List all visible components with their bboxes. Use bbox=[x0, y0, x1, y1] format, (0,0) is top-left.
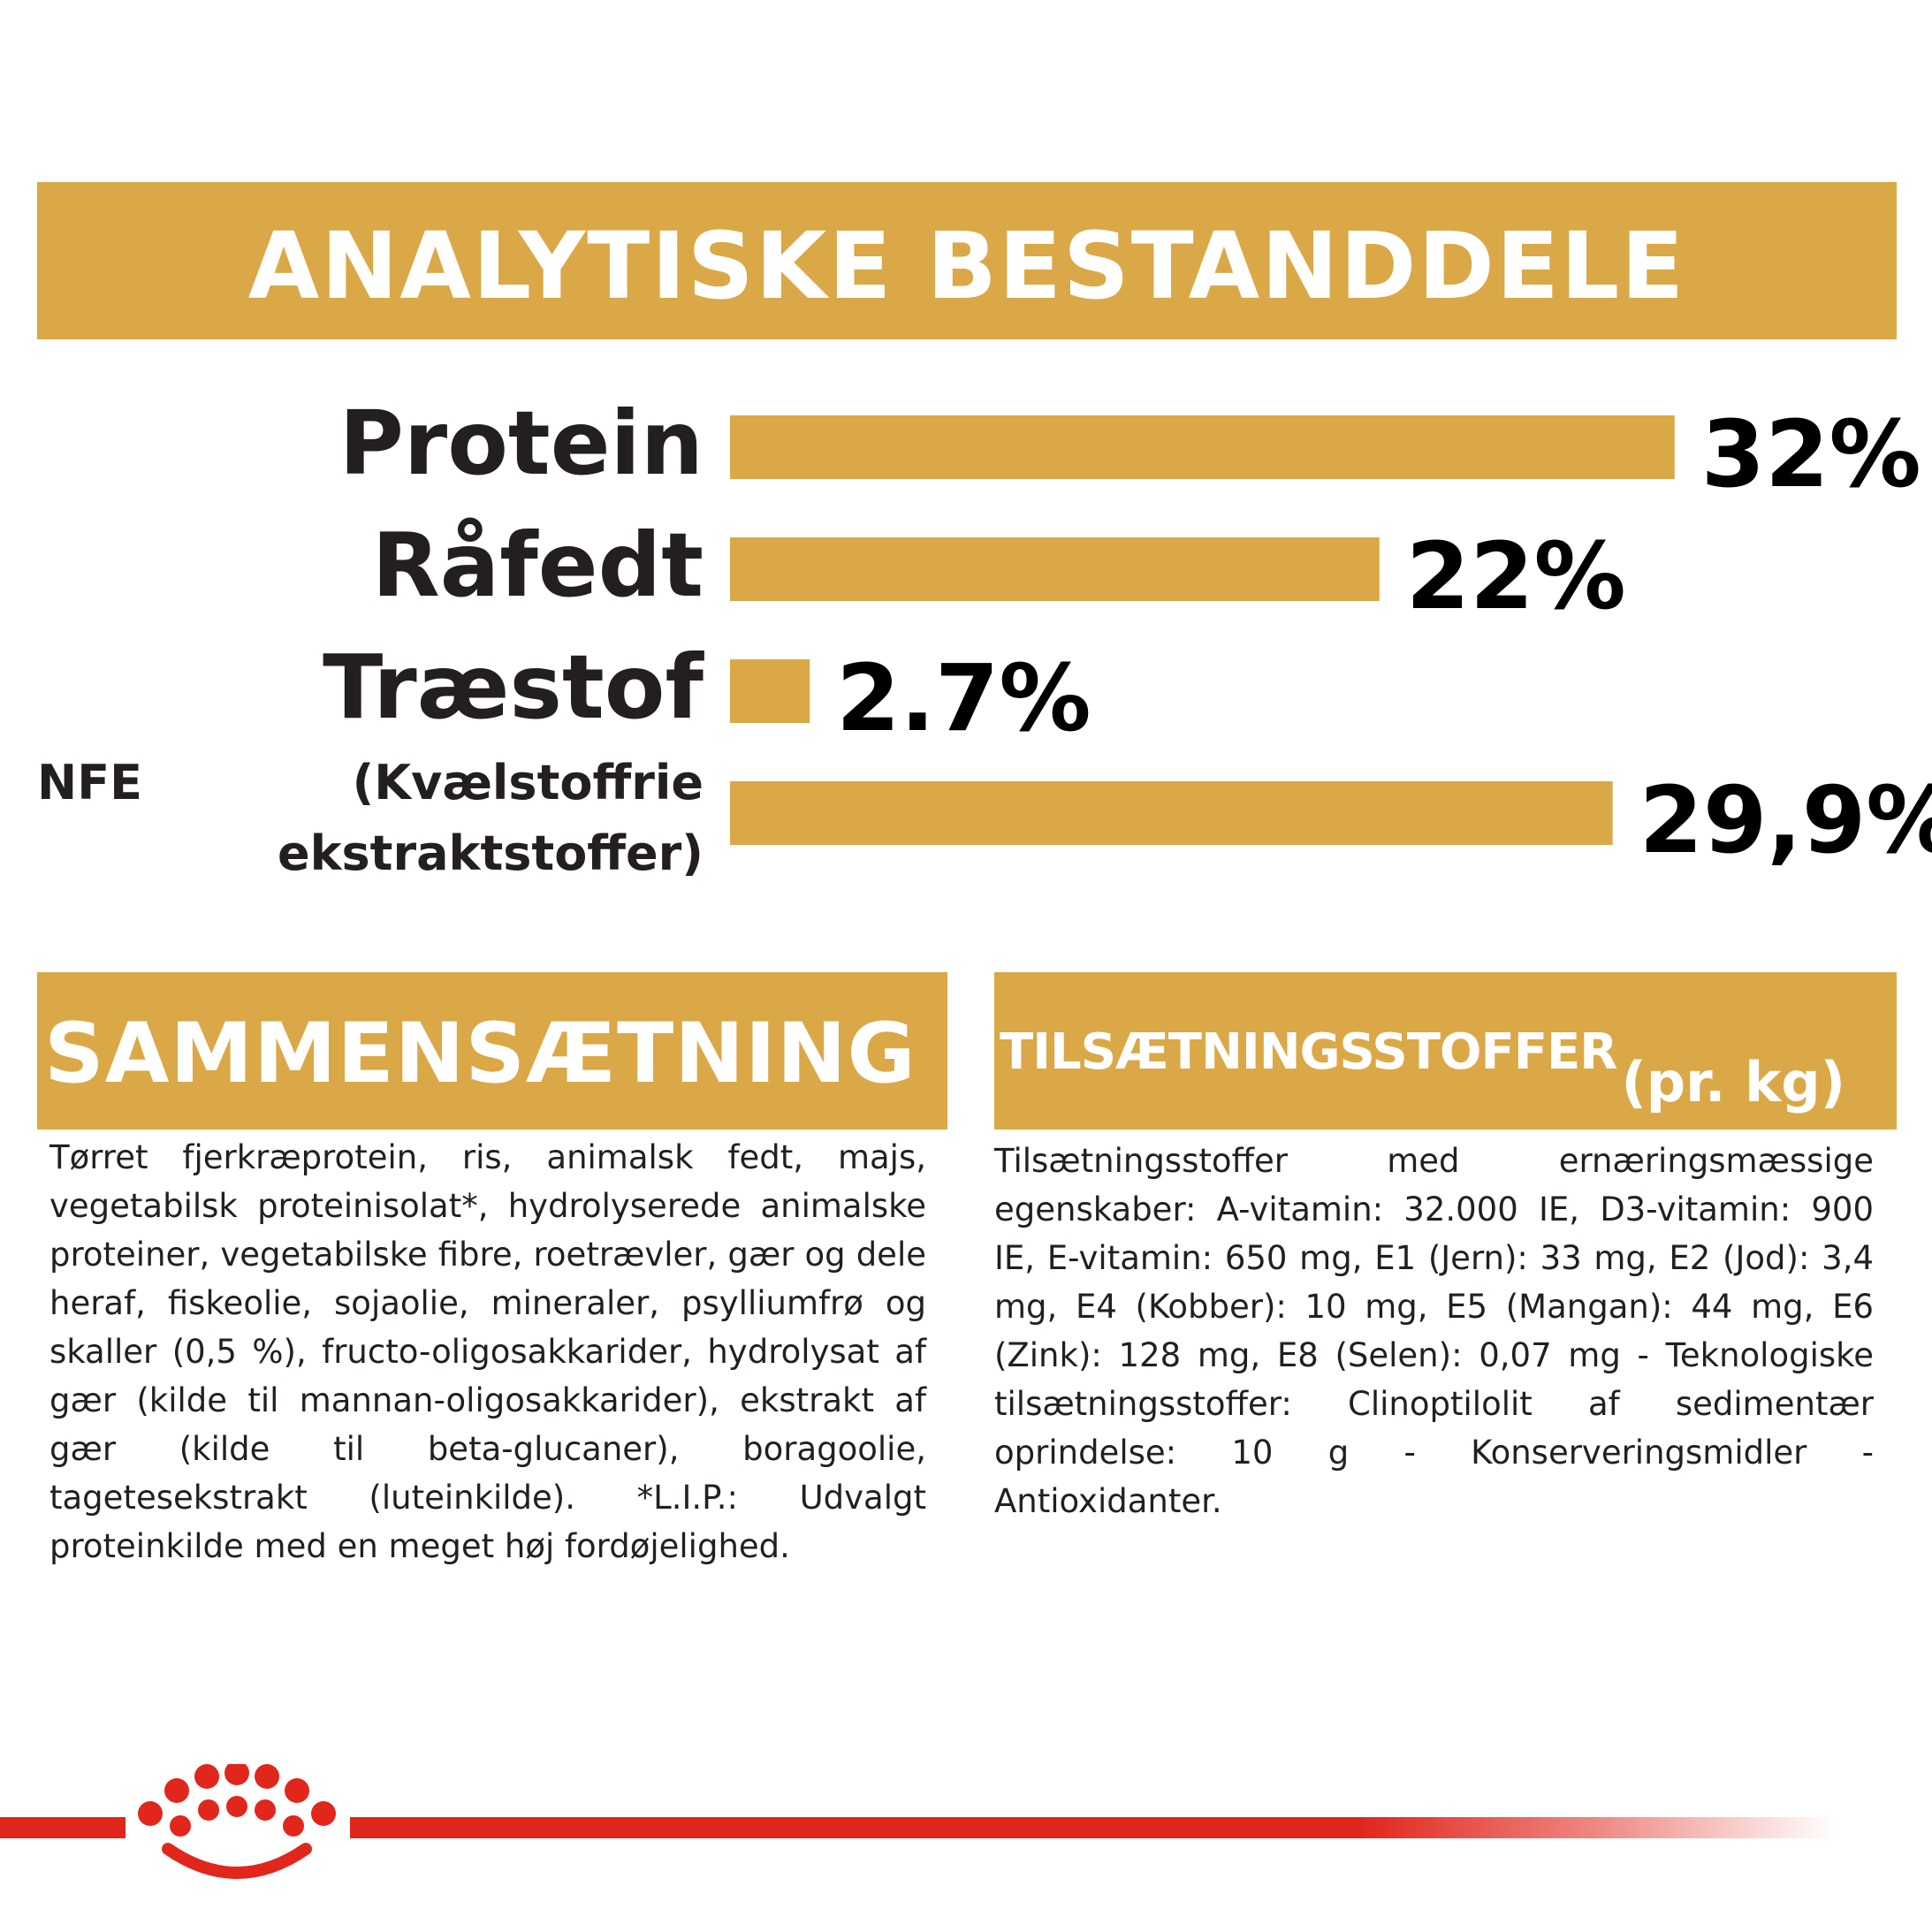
category-label-3-line-0: (Kvælstoffrie bbox=[353, 755, 704, 810]
nfe-side-label: NFE bbox=[37, 755, 142, 810]
additives-title: TILSÆTNINGSSTOFFER bbox=[1000, 1023, 1617, 1081]
composition-header: SAMMENSÆTNING bbox=[37, 972, 947, 1130]
footer-red-line-left bbox=[0, 1817, 126, 1838]
analytic-header: ANALYTISKE BESTANDDELE bbox=[37, 182, 1897, 339]
category-label-2: Træstof bbox=[323, 635, 704, 739]
category-label-0: Protein bbox=[339, 392, 704, 495]
additives-text: Tilsætningsstoffer med ernæringsmæssige … bbox=[994, 1142, 1874, 1520]
category-label-1: Råfedt bbox=[372, 513, 704, 617]
value-label-0: 32% bbox=[1701, 400, 1921, 508]
value-label-2: 2.7% bbox=[836, 644, 1091, 752]
value-label-3: 29,9% bbox=[1639, 766, 1932, 874]
bar-0 bbox=[730, 415, 1675, 479]
additives-header: TILSÆTNINGSSTOFFER (pr. kg) bbox=[994, 972, 1897, 1130]
footer-red-line-right bbox=[350, 1817, 1835, 1838]
category-label-3-line-1: ekstraktstoffer) bbox=[278, 825, 704, 881]
additives-subtitle: (pr. kg) bbox=[1621, 1050, 1845, 1114]
bar-1 bbox=[730, 537, 1380, 601]
royal-canin-crown-icon bbox=[138, 1764, 336, 1879]
composition-text: Tørret fjerkræprotein, ris, animalsk fed… bbox=[49, 1138, 926, 1565]
bar-2 bbox=[730, 659, 810, 723]
bar-3 bbox=[730, 781, 1613, 845]
composition-title: SAMMENSÆTNING bbox=[44, 1006, 917, 1102]
analytic-header-title: ANALYTISKE BESTANDDELE bbox=[247, 212, 1686, 320]
value-label-1: 22% bbox=[1406, 522, 1626, 630]
nutrient-bar-chart: 32% Protein 22% Råfedt 2.7% Træstof 29,9% (Kvæl… bbox=[37, 392, 1932, 881]
